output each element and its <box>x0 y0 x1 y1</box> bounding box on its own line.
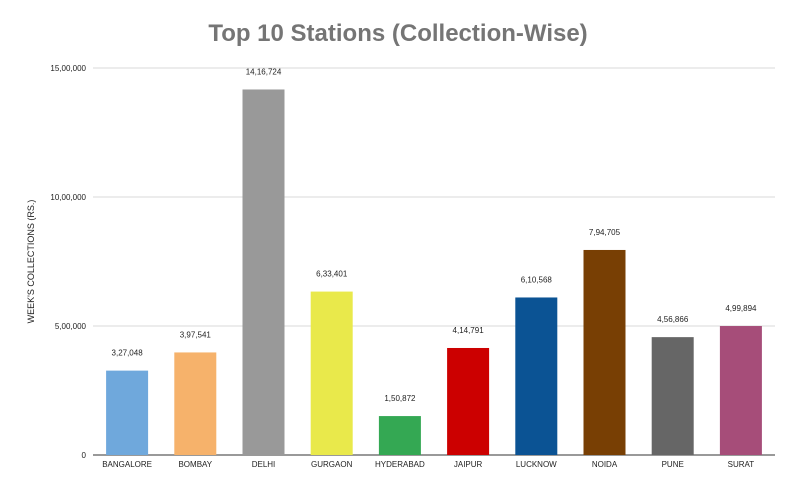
bar <box>719 326 762 455</box>
bar <box>447 347 490 455</box>
bar <box>242 89 285 456</box>
data-label: 14,16,724 <box>246 67 282 76</box>
x-tick-label: BANGALORE <box>102 460 152 469</box>
bar <box>174 352 217 455</box>
x-tick-label: GURGAON <box>311 460 353 469</box>
y-tick-label: 15,00,000 <box>50 64 86 73</box>
y-tick-label: 5,00,000 <box>55 322 87 331</box>
chart-title: Top 10 Stations (Collection-Wise) <box>208 20 588 47</box>
bar <box>515 297 558 455</box>
data-label: 3,97,541 <box>180 330 212 339</box>
data-label: 6,10,568 <box>521 275 553 284</box>
y-axis-title: WEEK'S COLLECTIONS (RS.) <box>26 200 36 324</box>
x-tick-label: JAIPUR <box>454 460 483 469</box>
y-tick-label: 0 <box>82 451 87 460</box>
bar <box>651 337 694 455</box>
y-tick-label: 10,00,000 <box>50 193 86 202</box>
x-tick-label: DELHI <box>252 460 276 469</box>
x-tick-label: BOMBAY <box>178 460 212 469</box>
x-tick-label: NOIDA <box>592 460 618 469</box>
data-label: 4,56,866 <box>657 315 689 324</box>
data-label: 1,50,872 <box>384 394 416 403</box>
data-label: 4,99,894 <box>725 304 757 313</box>
x-tick-label: HYDERABAD <box>375 460 425 469</box>
data-label: 6,33,401 <box>316 270 348 279</box>
x-tick-label: SURAT <box>728 460 755 469</box>
x-tick-label: LUCKNOW <box>516 460 557 469</box>
bar <box>378 416 421 455</box>
bar <box>310 291 353 455</box>
bar <box>583 249 626 455</box>
data-label: 4,14,791 <box>453 326 485 335</box>
x-tick-label: PUNE <box>662 460 684 469</box>
data-label: 3,27,048 <box>112 349 144 358</box>
data-label: 7,94,705 <box>589 228 621 237</box>
bar <box>106 370 149 455</box>
